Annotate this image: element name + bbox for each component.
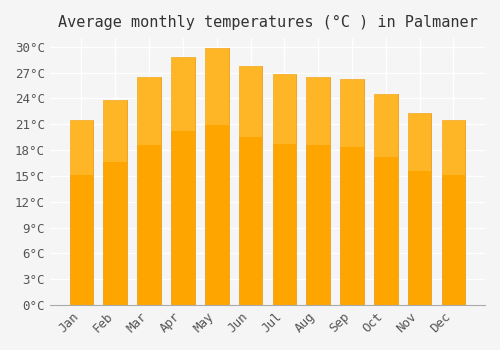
Bar	[238, 66, 262, 138]
Bar	[104, 100, 127, 162]
Bar	[138, 77, 161, 145]
Bar	[442, 120, 465, 175]
Bar	[374, 94, 398, 158]
Bar	[70, 120, 94, 305]
Bar	[408, 113, 432, 305]
Bar	[205, 48, 229, 125]
Bar	[306, 77, 330, 145]
Bar	[408, 113, 432, 171]
Bar	[442, 120, 465, 305]
Bar	[238, 66, 262, 305]
Bar	[374, 94, 398, 305]
Bar	[340, 79, 364, 305]
Bar	[205, 48, 229, 305]
Bar	[306, 77, 330, 305]
Bar	[171, 57, 194, 132]
Bar	[138, 77, 161, 305]
Title: Average monthly temperatures (°C ) in Palmaner: Average monthly temperatures (°C ) in Pa…	[58, 15, 478, 30]
Bar	[70, 120, 94, 175]
Bar	[171, 57, 194, 305]
Bar	[340, 79, 364, 147]
Bar	[272, 74, 296, 144]
Bar	[272, 74, 296, 305]
Bar	[104, 100, 127, 305]
